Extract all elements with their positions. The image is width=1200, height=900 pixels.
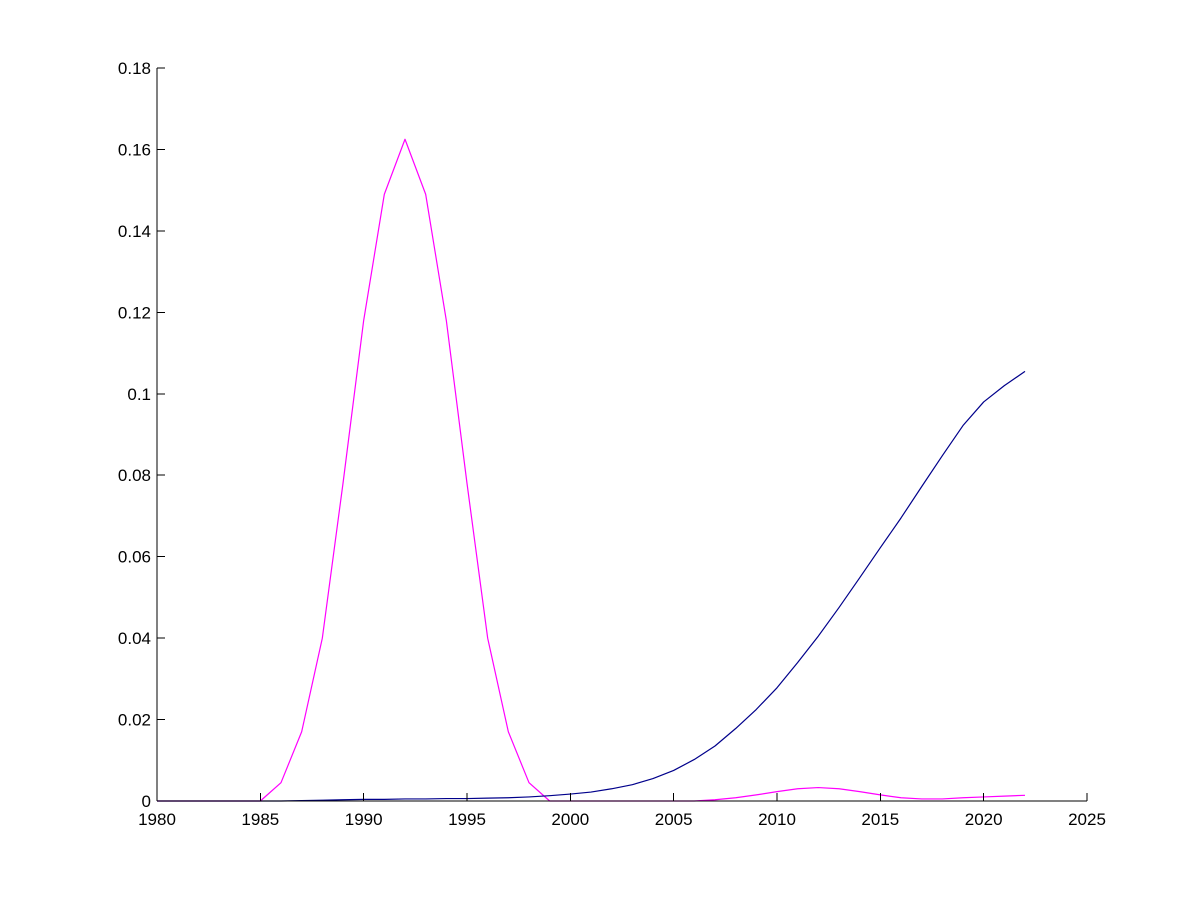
y-tick-label: 0.16 (118, 140, 151, 159)
y-tick-label: 0.02 (118, 711, 151, 730)
y-tick-label: 0.14 (118, 222, 151, 241)
x-tick-label: 1980 (138, 810, 176, 829)
x-tick-label: 2020 (965, 810, 1003, 829)
y-tick-label: 0.04 (118, 629, 151, 648)
series-line-2 (157, 370, 1026, 802)
x-tick-label: 1995 (448, 810, 486, 829)
x-tick-label: 2010 (758, 810, 796, 829)
x-tick-label: 2000 (551, 810, 589, 829)
y-tick-label: 0.18 (118, 59, 151, 78)
axes-layer: 1980 1985 1990 1995 2000 2005 2010 2015 2020 2025… (118, 59, 1106, 829)
y-tick-label: 0.08 (118, 466, 151, 485)
x-tick-label: 2015 (861, 810, 899, 829)
series-line-1 (157, 138, 1026, 802)
series-layer (157, 138, 1026, 802)
y-tick-label: 0.12 (118, 303, 151, 322)
x-tick-label: 2025 (1068, 810, 1106, 829)
y-tick-label: 0.1 (127, 385, 151, 404)
y-tick-label: 0.06 (118, 548, 151, 567)
x-tick-label: 1985 (241, 810, 279, 829)
x-tick-label: 2005 (655, 810, 693, 829)
x-tick-label: 1990 (345, 810, 383, 829)
y-tick-label: 0 (142, 792, 151, 811)
